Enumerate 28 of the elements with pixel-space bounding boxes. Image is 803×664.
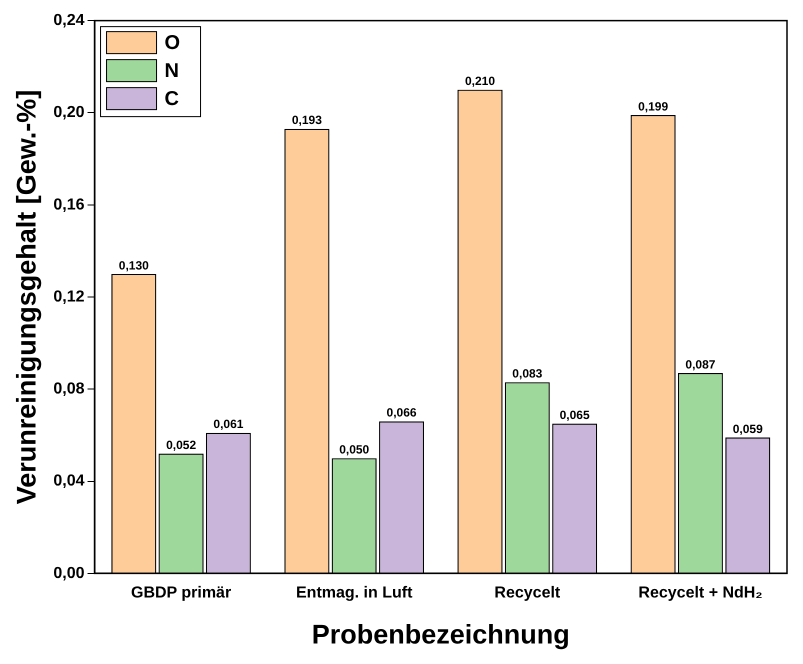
data-label: 0,061 (213, 417, 244, 432)
x-tick-label: GBDP primär (131, 584, 232, 602)
y-tick-label: 0,16 (53, 196, 85, 214)
x-axis-title: Probenbezeichnung (312, 619, 570, 650)
y-tick-label: 0,08 (53, 380, 85, 398)
y-tick-label: 0,20 (53, 104, 85, 122)
data-label: 0,087 (685, 357, 716, 372)
legend-label: N (164, 60, 179, 82)
y-tick-label: 0,12 (53, 288, 85, 306)
data-label: 0,059 (732, 422, 764, 436)
y-tick-label: 0,00 (53, 564, 85, 582)
data-label: 0,193 (292, 113, 322, 128)
data-label: 0,210 (464, 74, 496, 88)
data-label: 0,050 (339, 442, 370, 457)
x-tick-label: Recycelt (494, 584, 561, 602)
x-tick-label: Recycelt + NdH₂ (638, 584, 762, 602)
data-label: 0,083 (512, 366, 543, 381)
y-axis-title: Verunreinigungsgehalt [Gew.-%] (12, 90, 42, 504)
data-label: 0,065 (560, 408, 590, 422)
legend-label: C (164, 88, 179, 110)
data-label: 0,052 (166, 438, 196, 452)
data-label: 0,130 (118, 258, 150, 272)
y-tick-label: 0,24 (53, 12, 85, 30)
data-label: 0,199 (638, 99, 668, 114)
legend-label: O (164, 32, 180, 54)
x-tick-label: Entmag. in Luft (296, 584, 414, 602)
y-tick-label: 0,04 (53, 472, 85, 490)
data-label: 0,066 (386, 406, 417, 420)
